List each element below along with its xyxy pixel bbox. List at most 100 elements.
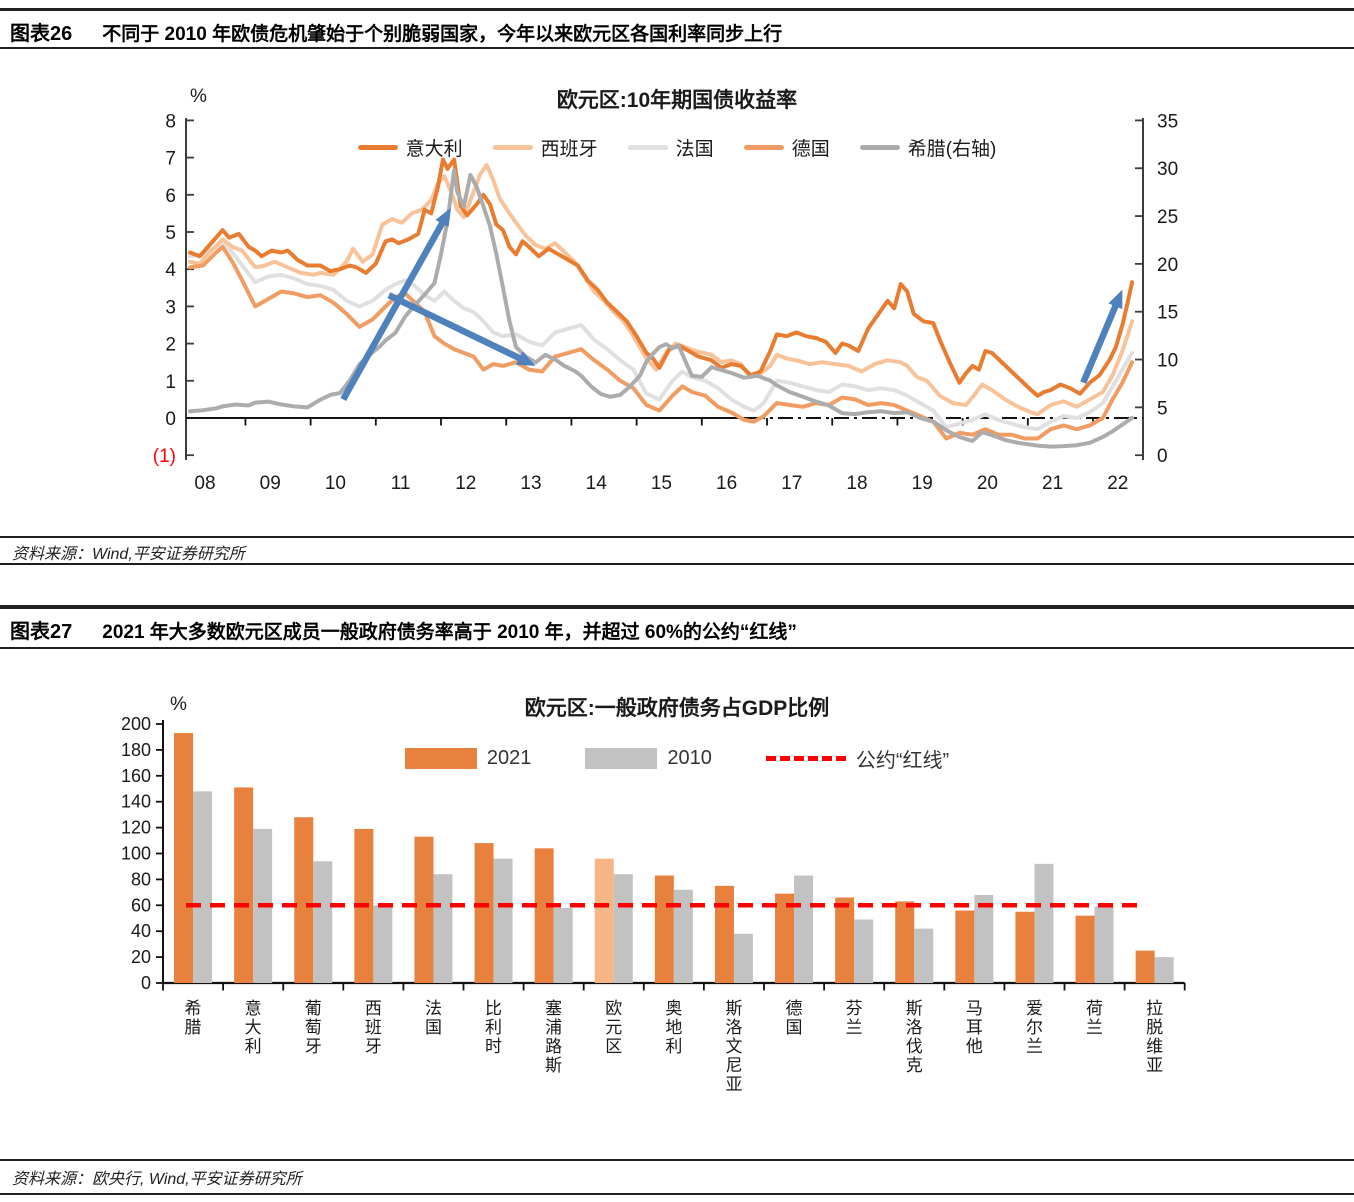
category-label-char: 牙 [305,1037,322,1056]
y-tick-label: 80 [131,869,151,889]
figure26-source-bottom-rule [0,563,1354,565]
bar-2021-12 [895,901,915,983]
x-tick-label: 18 [846,473,867,494]
y-tick-label: 180 [121,740,151,760]
category-label-char: 克 [906,1056,923,1075]
category-label-char: 元 [605,1018,622,1037]
category-label-char: 他 [966,1037,983,1056]
bar-2010-10 [794,875,814,983]
category-label-char: 德 [786,999,803,1018]
category-label-char: 比 [485,999,502,1018]
trend-arrow-shaft [340,220,446,401]
y-left-tick-label: 4 [165,260,176,281]
chart26-left-unit: % [190,86,207,107]
category-label-char: 塞 [545,999,562,1018]
category-label-char: 兰 [1026,1037,1043,1056]
figure27-caption: 2021 年大多数欧元区成员一般政府债务率高于 2010 年，并超过 60%的公… [102,622,797,643]
y-right-tick-label: 25 [1157,207,1178,228]
x-tick-label: 16 [716,473,737,494]
bar-2010-7 [613,874,633,983]
x-tick-label: 13 [520,473,541,494]
trend-arrow-head [435,207,451,228]
trend-arrow-head [516,351,536,366]
category-label-char: 洛 [725,1018,742,1037]
y-right-tick-label: 15 [1157,303,1178,324]
category-label-char: 文 [725,1037,742,1056]
category-label-char: 尼 [725,1056,742,1075]
bar-2010-6 [553,907,573,983]
trend-arrow-shaft [1080,303,1120,384]
bar-2010-3 [373,905,393,983]
bar-2021-13 [955,910,975,983]
x-tick-label: 08 [194,473,215,494]
bar-2021-7 [594,858,614,983]
category-label-char: 亚 [1146,1056,1163,1075]
series-line-greece [188,168,1135,449]
y-tick-label: 140 [121,792,151,812]
chart27-axes: 0 20 40 60 80 100 120 140 160 180 200 [121,714,1186,993]
figure27-source-bottom-rule [0,1193,1354,1196]
x-tick-label: 14 [586,473,608,494]
category-label-char: 法 [425,999,442,1018]
category-label-char: 希 [185,999,202,1018]
bar-2021-9 [714,885,734,983]
category-label-char: 拉 [1146,999,1163,1018]
y-left-tick-label: 3 [165,297,176,318]
x-tick-label: 12 [455,473,476,494]
series-line-spain [188,163,1135,417]
y-left-tick-label: 5 [165,223,176,244]
category-label-char: 利 [665,1037,682,1056]
category-label-char: 国 [786,1018,803,1037]
y-tick-label: 160 [121,766,151,786]
figure26-caption: 不同于 2010 年欧债危机肇始于个别脆弱国家，今年以来欧元区各国利率同步上行 [102,24,783,45]
figure26-top-rule [0,8,1354,11]
bar-2010-16 [1154,957,1174,983]
bar-2010-14 [1034,863,1054,983]
y-tick-label: 0 [141,973,151,993]
bar-2021-10 [775,893,795,983]
category-label-char: 兰 [846,1018,863,1037]
x-tick-label: 11 [391,473,411,494]
figure27-source-top-rule [0,1159,1354,1162]
y-right-tick-label: 0 [1157,446,1168,467]
bar-2010-15 [1094,906,1114,983]
bar-2010-2 [313,861,333,983]
y-right-tick-label: 10 [1157,351,1178,372]
category-label-char: 时 [485,1037,502,1056]
category-label-char: 维 [1146,1037,1163,1056]
category-label-char: 芬 [846,999,863,1018]
bar-2021-2 [294,817,314,983]
bar-2021-1 [234,787,254,983]
chart27-bars [174,733,1174,983]
category-label-char: 利 [485,1018,502,1037]
category-label-char: 大 [245,1018,262,1037]
bar-2021-6 [534,848,554,983]
y-left-tick-label: 1 [165,372,176,393]
trend-arrow-head [1108,289,1123,310]
y-tick-label: 60 [131,895,151,915]
category-label-char: 国 [425,1018,442,1037]
category-label-char: 腊 [185,1018,202,1037]
category-label-char: 斯 [545,1056,562,1075]
category-label-char: 欧 [605,999,622,1018]
figure27-tag: 图表27 [10,621,73,643]
y-left-negative-label: (1) [153,446,176,467]
figure26-source: 资料来源：Wind,平安证券研究所 [12,546,245,563]
y-left-tick-label: 2 [165,335,176,356]
category-label-char: 萄 [305,1018,322,1037]
category-label-char: 伐 [906,1037,923,1056]
category-label-char: 浦 [545,1018,562,1037]
category-label-char: 地 [665,1018,682,1037]
category-label-char: 路 [545,1037,562,1056]
category-label-char: 亚 [725,1075,742,1094]
bar-2021-11 [835,897,855,983]
chart26-arrows [340,207,1123,401]
figure27-header-rule [0,647,1354,649]
y-left-tick-label: 7 [165,149,176,170]
bar-2010-13 [974,894,994,983]
category-label-char: 荷 [1086,999,1103,1018]
category-label-char: 意 [245,999,262,1018]
figure26-header-rule [0,47,1354,49]
chart27-category-labels: 希腊意大利葡萄牙西班牙法国比利时塞浦路斯欧元区奥地利斯洛文尼亚德国芬兰斯洛伐克马… [185,999,1164,1094]
